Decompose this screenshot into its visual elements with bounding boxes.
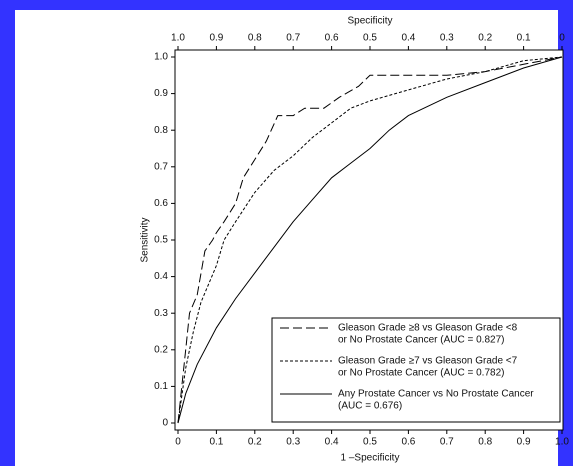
y-tick-label: 1.0 <box>154 52 168 63</box>
x-tick-label: 0 <box>175 437 181 448</box>
frame-top <box>0 0 573 10</box>
y-tick-label: 0.1 <box>154 381 168 392</box>
x-tick-label: 0.9 <box>517 437 531 448</box>
x2-tick-label: 1.0 <box>171 33 185 44</box>
x2-tick-label: 0.6 <box>325 33 339 44</box>
y-tick-label: 0.2 <box>154 344 168 355</box>
y-tick-label: 0.3 <box>154 308 168 319</box>
y-tick-label: 0.4 <box>154 271 168 282</box>
x-tick-label: 1.0 <box>555 437 569 448</box>
x2-tick-label: 0.2 <box>478 33 492 44</box>
x-axis-label: 1 –Specificity <box>341 453 400 464</box>
legend-label: or No Prostate Cancer (AUC = 0.827) <box>338 335 504 346</box>
x2-tick-label: 0.8 <box>248 33 262 44</box>
legend-label: or No Prostate Cancer (AUC = 0.782) <box>338 368 504 379</box>
x2-tick-label: 0.4 <box>401 33 415 44</box>
y-tick-label: 0.7 <box>154 161 168 172</box>
x2-tick-label: 0 <box>559 33 565 44</box>
x-tick-label: 0.4 <box>325 437 339 448</box>
x-tick-label: 0.6 <box>401 437 415 448</box>
x2-tick-label: 0.3 <box>440 33 454 44</box>
y-tick-label: 0.5 <box>154 235 168 246</box>
x-tick-label: 0.1 <box>209 437 223 448</box>
x-tick-label: 0.8 <box>478 437 492 448</box>
x-tick-label: 0.5 <box>363 437 377 448</box>
x2-tick-label: 0.9 <box>209 33 223 44</box>
frame-left <box>0 0 15 466</box>
x-tick-label: 0.7 <box>440 437 454 448</box>
roc-curve <box>177 56 563 424</box>
x-tick-label: 0.3 <box>286 437 300 448</box>
x2-tick-label: 0.1 <box>517 33 531 44</box>
y-tick-label: 0 <box>162 418 168 429</box>
legend-box <box>271 317 561 423</box>
x2-tick-label: 0.5 <box>363 33 377 44</box>
y-tick-label: 0.8 <box>154 125 168 136</box>
roc-curve <box>177 56 563 424</box>
legend-label: (AUC = 0.676) <box>338 401 402 412</box>
y-tick-label: 0.6 <box>154 198 168 209</box>
legend-label: Gleason Grade ≥8 vs Gleason Grade <8 <box>338 323 518 334</box>
x2-tick-label: 0.7 <box>286 33 300 44</box>
roc-curve <box>177 56 563 424</box>
legend-label: Gleason Grade ≥7 vs Gleason Grade <7 <box>338 356 518 367</box>
y-tick-label: 0.9 <box>154 88 168 99</box>
x2-axis-label: Specificity <box>347 16 392 27</box>
x-tick-label: 0.2 <box>248 437 262 448</box>
legend-label: Any Prostate Cancer vs No Prostate Cance… <box>338 389 534 400</box>
y-axis-label: Sensitivity <box>140 217 151 262</box>
